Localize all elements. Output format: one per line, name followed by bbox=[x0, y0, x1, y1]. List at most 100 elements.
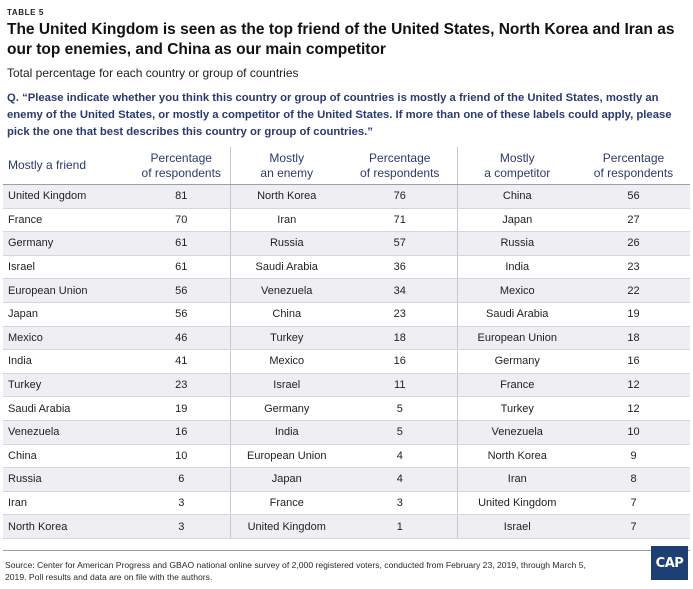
cell-competitor: North Korea bbox=[457, 444, 577, 469]
header-pct-line1: Percentage bbox=[369, 150, 431, 165]
cell-enemy-pct: 34 bbox=[343, 278, 458, 303]
header-enemy-line2: an enemy bbox=[260, 165, 314, 180]
table-row: Israel 61 Saudi Arabia 36 India 23 bbox=[3, 255, 690, 280]
cell-enemy-pct: 36 bbox=[343, 255, 458, 280]
cell-friend: Israel bbox=[3, 255, 133, 280]
cell-enemy: France bbox=[230, 491, 343, 516]
header-pct-line1: Percentage bbox=[602, 150, 665, 165]
cell-competitor: Japan bbox=[457, 208, 577, 233]
cell-enemy-pct: 18 bbox=[343, 326, 458, 351]
cell-friend: Turkey bbox=[3, 373, 133, 398]
table-row: Saudi Arabia 19 Germany 5 Turkey 12 bbox=[3, 396, 690, 421]
cell-friend: Japan bbox=[3, 302, 133, 327]
header-pct-line2: of respondents bbox=[593, 165, 674, 180]
cell-enemy: Venezuela bbox=[230, 278, 343, 303]
cell-friend-pct: 3 bbox=[133, 491, 231, 516]
cell-enemy: Turkey bbox=[230, 326, 343, 351]
cell-friend-pct: 56 bbox=[133, 278, 231, 303]
cell-enemy: Germany bbox=[230, 396, 343, 421]
table-row: China 10 European Union 4 North Korea 9 bbox=[3, 444, 690, 469]
cell-competitor-pct: 56 bbox=[577, 184, 690, 209]
cell-competitor: United Kingdom bbox=[457, 491, 577, 516]
cell-friend: North Korea bbox=[3, 514, 133, 539]
table-body: United Kingdom 81 North Korea 76 China 56 Fran… bbox=[3, 184, 690, 539]
cell-enemy-pct: 11 bbox=[343, 373, 458, 398]
cell-friend-pct: 61 bbox=[133, 231, 231, 256]
cell-enemy-pct: 5 bbox=[343, 396, 458, 421]
header-competitor: Mostly a competitor bbox=[457, 147, 577, 185]
cell-competitor: Germany bbox=[457, 349, 577, 374]
header-pct-line2: of respondents bbox=[141, 165, 221, 180]
cell-competitor: Mexico bbox=[457, 278, 577, 303]
cell-enemy: Israel bbox=[230, 373, 343, 398]
cell-friend: Mexico bbox=[3, 326, 133, 351]
headline: The United Kingdom is seen as the top fr… bbox=[7, 21, 675, 58]
cell-enemy-pct: 57 bbox=[343, 231, 458, 256]
cell-competitor-pct: 23 bbox=[577, 255, 690, 280]
cell-friend: Russia bbox=[3, 467, 133, 492]
table-row: Mexico 46 Turkey 18 European Union 18 bbox=[3, 326, 690, 351]
cell-friend: United Kingdom bbox=[3, 184, 133, 209]
cell-competitor-pct: 8 bbox=[577, 467, 690, 492]
header-friend-pct: Percentage of respondents bbox=[133, 147, 231, 185]
header-friend: Mostly a friend bbox=[3, 147, 133, 185]
cell-friend-pct: 81 bbox=[133, 184, 231, 209]
cell-enemy-pct: 4 bbox=[343, 444, 458, 469]
cell-enemy-pct: 4 bbox=[343, 467, 458, 492]
table-row: India 41 Mexico 16 Germany 16 bbox=[3, 349, 690, 374]
cell-friend-pct: 70 bbox=[133, 208, 231, 233]
header-competitor-line1: Mostly bbox=[499, 150, 535, 165]
cell-enemy-pct: 76 bbox=[343, 184, 458, 209]
footer-divider bbox=[3, 550, 690, 551]
cell-competitor: Russia bbox=[457, 231, 577, 256]
cell-enemy: European Union bbox=[230, 444, 343, 469]
table-row: France 70 Iran 71 Japan 27 bbox=[3, 208, 690, 233]
cell-competitor-pct: 22 bbox=[577, 278, 690, 303]
cell-competitor: India bbox=[457, 255, 577, 280]
cell-enemy: China bbox=[230, 302, 343, 327]
cell-friend-pct: 41 bbox=[133, 349, 231, 374]
cell-competitor-pct: 7 bbox=[577, 491, 690, 516]
cell-enemy: Japan bbox=[230, 467, 343, 492]
cell-friend-pct: 6 bbox=[133, 467, 231, 492]
cell-friend: Saudi Arabia bbox=[3, 396, 133, 421]
cell-friend: Venezuela bbox=[3, 420, 133, 445]
header-enemy: Mostly an enemy bbox=[230, 147, 343, 185]
cell-friend: China bbox=[3, 444, 133, 469]
cell-friend: Iran bbox=[3, 491, 133, 516]
cell-friend: European Union bbox=[3, 278, 133, 303]
cell-competitor-pct: 10 bbox=[577, 420, 690, 445]
cell-competitor-pct: 18 bbox=[577, 326, 690, 351]
header-friend-line1: Mostly a friend bbox=[8, 158, 87, 172]
cell-enemy: Iran bbox=[230, 208, 343, 233]
cell-friend-pct: 10 bbox=[133, 444, 231, 469]
cell-competitor: China bbox=[457, 184, 577, 209]
table-row: European Union 56 Venezuela 34 Mexico 22 bbox=[3, 278, 690, 303]
cell-friend-pct: 3 bbox=[133, 514, 231, 539]
cell-enemy-pct: 71 bbox=[343, 208, 458, 233]
header-pct-line2: of respondents bbox=[360, 165, 440, 180]
cell-friend-pct: 46 bbox=[133, 326, 231, 351]
cell-competitor-pct: 27 bbox=[577, 208, 690, 233]
header-pct-line1: Percentage bbox=[150, 150, 212, 165]
cell-enemy: Saudi Arabia bbox=[230, 255, 343, 280]
survey-question: Q. “Please indicate whether you think th… bbox=[7, 92, 672, 138]
cell-competitor-pct: 26 bbox=[577, 231, 690, 256]
table-row: United Kingdom 81 North Korea 76 China 56 bbox=[3, 184, 690, 209]
cell-enemy-pct: 16 bbox=[343, 349, 458, 374]
cell-enemy-pct: 23 bbox=[343, 302, 458, 327]
cell-enemy-pct: 1 bbox=[343, 514, 458, 539]
cell-friend-pct: 19 bbox=[133, 396, 231, 421]
header-competitor-pct: Percentage of respondents bbox=[577, 147, 690, 185]
cell-competitor-pct: 16 bbox=[577, 349, 690, 374]
header-enemy-pct: Percentage of respondents bbox=[343, 147, 458, 185]
cell-enemy-pct: 5 bbox=[343, 420, 458, 445]
cell-enemy-pct: 3 bbox=[343, 491, 458, 516]
cell-friend-pct: 56 bbox=[133, 302, 231, 327]
results-table: Mostly a friend Percentage of respondent… bbox=[3, 147, 690, 539]
cell-friend: France bbox=[3, 208, 133, 233]
source-note: Source: Center for American Progress and… bbox=[5, 560, 586, 582]
header-row: Mostly a friend Percentage of respondent… bbox=[3, 147, 690, 185]
cell-enemy: Mexico bbox=[230, 349, 343, 374]
